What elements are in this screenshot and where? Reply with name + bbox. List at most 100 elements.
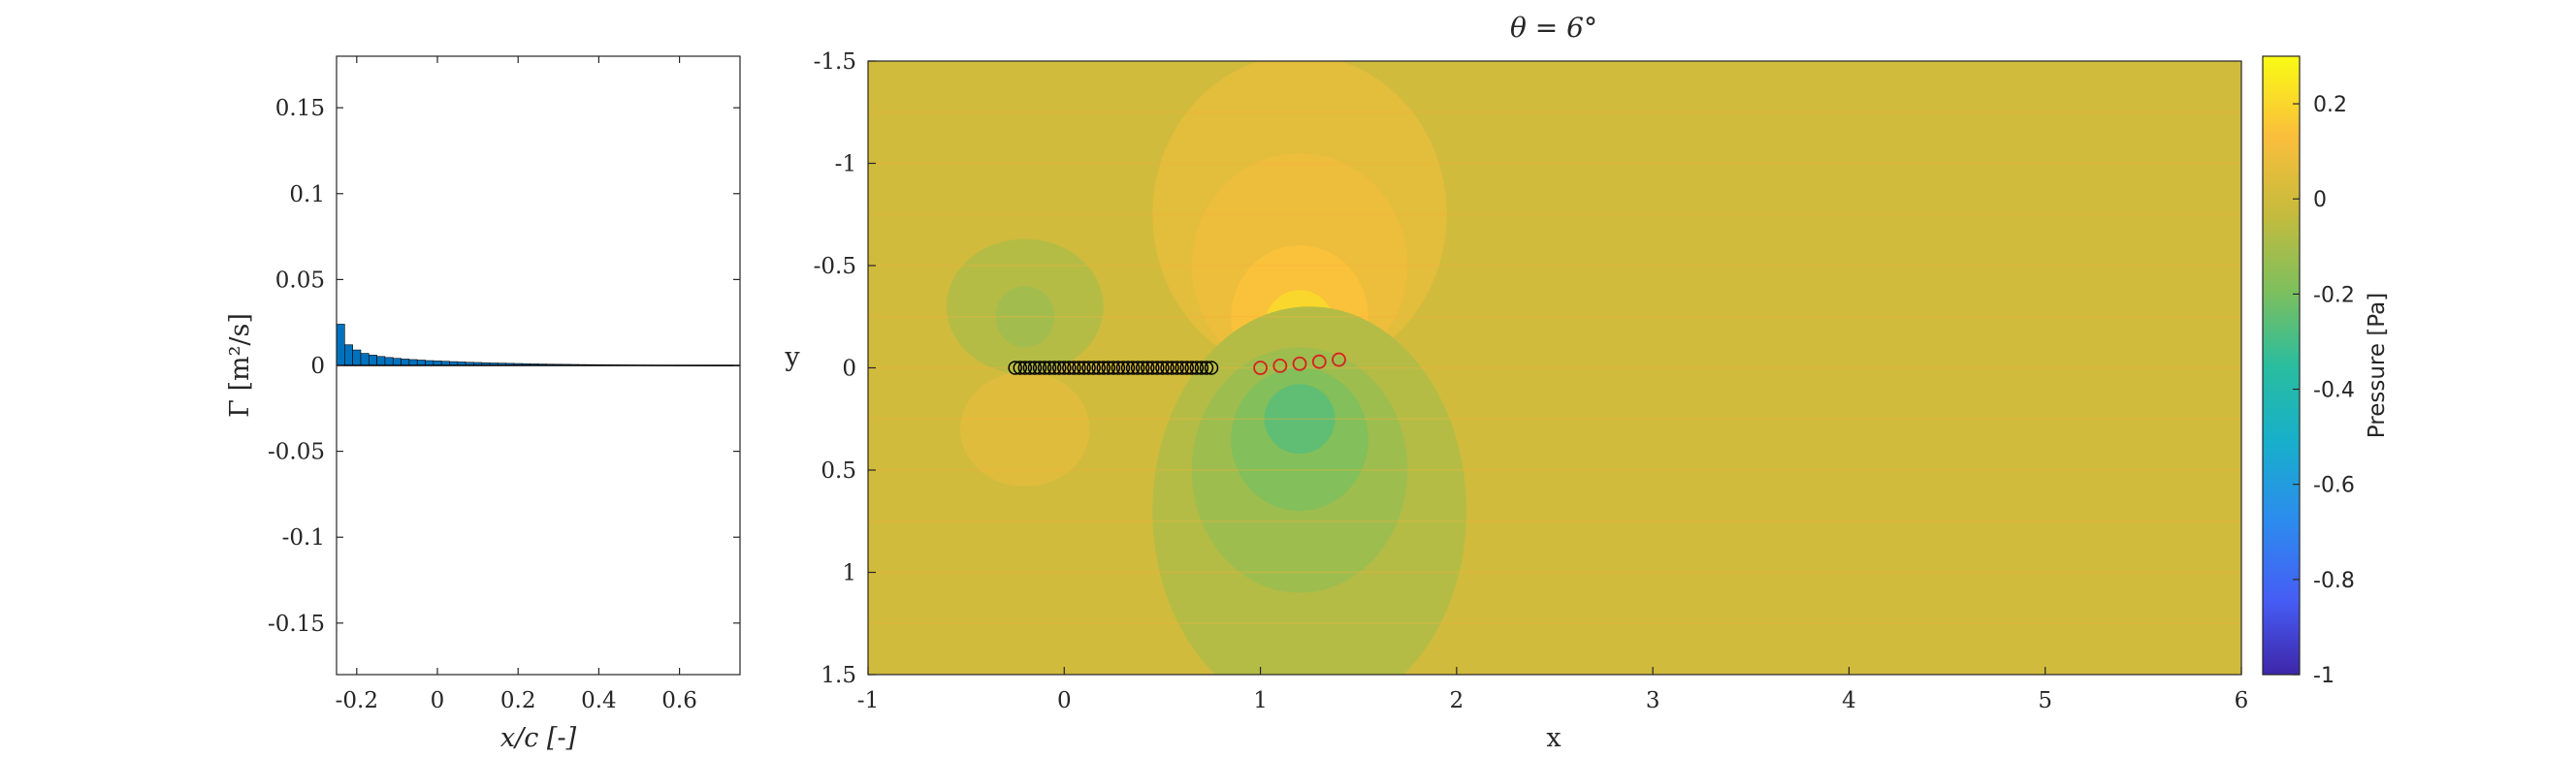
circulation-bar xyxy=(352,349,362,366)
colorbar: 0.2 0 -0.2 -0.4 -0.6 -0.8 -1 Pressure [Pa] xyxy=(2262,55,2390,688)
colorbar-tick-label: 0.2 xyxy=(2313,93,2347,117)
plate-marker xyxy=(1111,361,1126,375)
plate-markers xyxy=(1008,361,1219,375)
pressure-contour-region xyxy=(1264,384,1336,455)
plate-marker xyxy=(1120,361,1136,375)
circulation-bar xyxy=(408,359,418,366)
pressure-xtick-label: 2 xyxy=(1450,688,1465,713)
plate-marker xyxy=(1135,361,1150,375)
pressure-contour-region xyxy=(960,371,1090,487)
plate-marker xyxy=(1204,361,1219,375)
plate-marker xyxy=(1096,361,1111,375)
circulation-ytick-label: 0 xyxy=(310,354,325,379)
circulation-bar xyxy=(360,353,370,366)
colorbar-tick-label: 0 xyxy=(2313,188,2327,212)
plate-marker xyxy=(1032,361,1047,375)
circulation-ytick-label: -0.15 xyxy=(268,612,325,637)
circulation-ytick-label: 0.1 xyxy=(289,182,325,207)
pressure-xtick-label: -1 xyxy=(857,688,879,713)
colorbar-tick-label: -0.4 xyxy=(2313,379,2355,403)
pressure-xtick-label: 3 xyxy=(1646,688,1660,713)
circulation-xtick-label: -0.2 xyxy=(336,688,378,713)
wake-markers xyxy=(1253,352,1346,375)
colorbar-tick-label: -0.6 xyxy=(2313,474,2355,498)
circulation-xticks: -0.2 0 0.2 0.4 0.6 xyxy=(336,56,697,713)
circulation-bar xyxy=(425,360,435,366)
pressure-xlabel: x xyxy=(1546,723,1561,753)
plate-marker xyxy=(1145,361,1160,375)
plate-marker xyxy=(1130,361,1145,375)
pressure-xtick-label: 1 xyxy=(1253,688,1268,713)
plate-marker xyxy=(1115,361,1131,375)
circulation-yticks: 0.15 0.1 0.05 0 -0.05 -0.1 -0.15 xyxy=(268,96,740,637)
circulation-bar xyxy=(416,360,426,366)
plate-marker xyxy=(1106,361,1121,375)
plate-marker xyxy=(1179,361,1194,375)
pressure-ytick-label: 0.5 xyxy=(821,458,856,484)
plate-marker xyxy=(1165,361,1179,375)
plate-marker xyxy=(1125,361,1141,375)
plate-marker xyxy=(1184,361,1200,375)
wake-marker xyxy=(1292,356,1307,371)
wake-marker xyxy=(1272,358,1288,373)
circulation-ytick-label: -0.05 xyxy=(268,440,325,465)
pressure-ytick-label: -0.5 xyxy=(814,254,856,279)
pressure-ytick-label: -1.5 xyxy=(814,49,856,75)
plate-marker xyxy=(1194,361,1209,375)
plate-marker xyxy=(1086,361,1101,375)
circulation-xlabel: x/c [-] xyxy=(500,723,577,753)
circulation-xtick-label: 0 xyxy=(431,688,445,713)
circulation-axes: -0.2 0 0.2 0.4 0.6 0.15 0.1 0.05 0 -0.05 -0.1 -0.1… xyxy=(225,55,741,753)
plate-marker xyxy=(1077,361,1091,375)
plate-marker xyxy=(1175,361,1189,375)
pressure-ytick-label: 0 xyxy=(842,357,856,382)
colorbar-label: Pressure [Pa] xyxy=(2365,293,2390,438)
pressure-ytick-label: 1 xyxy=(842,561,856,586)
plate-marker xyxy=(1155,361,1170,375)
plate-marker xyxy=(1141,361,1155,375)
plate-marker xyxy=(1046,361,1062,375)
plate-marker xyxy=(1008,361,1022,375)
pressure-ylabel: y xyxy=(784,342,800,372)
circulation-ytick-label: 0.05 xyxy=(275,268,325,293)
plate-marker xyxy=(1017,361,1033,375)
plate-marker xyxy=(1062,361,1077,375)
pressure-xticks: -1 0 1 2 3 4 5 6 xyxy=(857,667,2249,713)
pressure-xtick-label: 4 xyxy=(1842,688,1856,713)
colorbar-tick-label: -1 xyxy=(2313,664,2334,688)
circulation-xtick-label: 0.4 xyxy=(581,688,617,713)
plate-marker xyxy=(1022,361,1038,375)
pressure-yticks: -1.5 -1 -0.5 0 0.5 1 1.5 xyxy=(814,49,876,688)
colorbar-tick-label: -0.2 xyxy=(2313,283,2355,307)
plate-marker xyxy=(1057,361,1072,375)
circulation-bar xyxy=(368,355,377,366)
circulation-ytick-label: -0.1 xyxy=(282,525,325,551)
circulation-bar xyxy=(344,344,353,366)
circulation-bar xyxy=(401,359,410,366)
plate-marker xyxy=(1027,361,1043,375)
colorbar-ticks: 0.2 0 -0.2 -0.4 -0.6 -0.8 -1 xyxy=(2293,93,2355,688)
pressure-xtick-label: 6 xyxy=(2235,688,2249,713)
wake-marker xyxy=(1311,354,1327,369)
pressure-xtick-label: 0 xyxy=(1057,688,1072,713)
plate-marker xyxy=(1091,361,1106,375)
colorbar-gradient xyxy=(2262,55,2301,676)
circulation-xtick-label: 0.2 xyxy=(500,688,536,713)
pressure-contour-regions xyxy=(946,61,1466,675)
circulation-bar xyxy=(336,324,345,366)
plate-marker xyxy=(1160,361,1175,375)
plate-marker xyxy=(1067,361,1081,375)
plate-marker xyxy=(1051,361,1067,375)
pressure-title: θ = 6° xyxy=(1510,12,1597,44)
plate-marker xyxy=(1199,361,1214,375)
circulation-bar xyxy=(384,357,394,366)
plate-marker xyxy=(1189,361,1205,375)
pressure-field-axes: -1 0 1 2 3 4 5 6 -1.5 -1 -0.5 0 0.5 1 1.5 θ = 6° x y xyxy=(784,12,2248,753)
circulation-xtick-label: 0.6 xyxy=(661,688,697,713)
pressure-ytick-label: 1.5 xyxy=(821,663,856,688)
circulation-bar xyxy=(376,356,386,366)
colorbar-tick-label: -0.8 xyxy=(2313,569,2355,593)
plate-marker xyxy=(1081,361,1096,375)
wake-marker xyxy=(1332,352,1346,367)
